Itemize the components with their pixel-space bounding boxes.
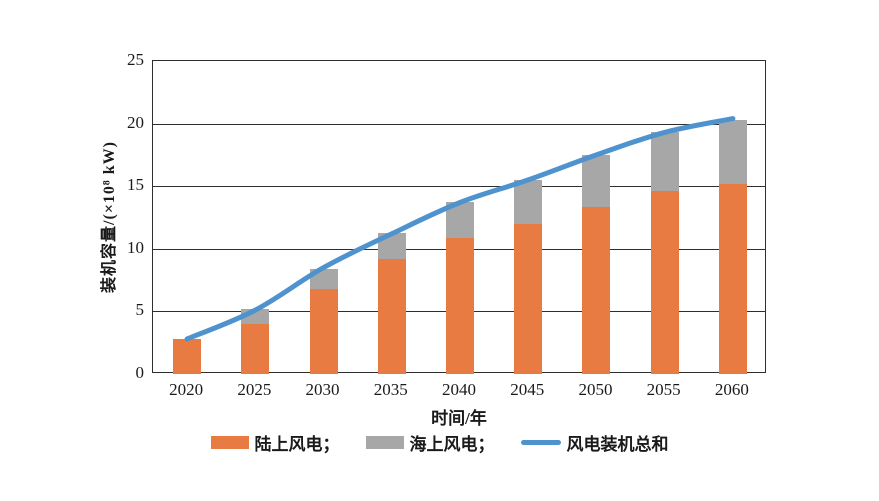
x-tick-label-2050: 2050 xyxy=(578,380,613,399)
bar-segment-offshore-2060 xyxy=(718,119,747,184)
legend-item-onshore: 陆上风电； xyxy=(210,430,340,455)
total-line-layer xyxy=(184,116,736,342)
bar-segment-onshore-2030 xyxy=(309,288,338,374)
x-tick-label-2020: 2020 xyxy=(169,380,204,399)
total-line-swatch-icon xyxy=(520,440,561,445)
bar-segment-onshore-2020 xyxy=(173,338,202,374)
x-tick-label-2045: 2045 xyxy=(510,380,545,399)
y-tick-label-0: 0 xyxy=(135,363,145,382)
y-axis-title: 装机容量/(×10⁸ kW) xyxy=(94,60,120,373)
bar-segment-onshore-2035 xyxy=(377,258,406,374)
legend-label-onshore: 陆上风电； xyxy=(254,435,340,454)
bar-segment-offshore-2045 xyxy=(514,179,543,224)
bar-segment-onshore-2055 xyxy=(650,191,679,374)
total-line xyxy=(184,116,736,342)
y-tick-label-15: 15 xyxy=(127,175,144,195)
y-axis-title-text: 装机容量/(×10⁸ kW) xyxy=(101,140,119,293)
x-axis-title: 时间/年 xyxy=(431,409,487,428)
bar-segment-onshore-2050 xyxy=(582,207,611,374)
bar-segment-onshore-2060 xyxy=(718,183,747,374)
x-tick-label-2035: 2035 xyxy=(373,380,408,399)
legend-item-offshore: 海上风电； xyxy=(365,430,495,455)
y-tick-label-25: 25 xyxy=(127,50,144,69)
gridline-15 xyxy=(153,186,765,188)
onshore-swatch-icon xyxy=(210,436,249,449)
bar-segment-offshore-2055 xyxy=(650,132,679,192)
bar-segment-onshore-2025 xyxy=(241,323,270,374)
gridline-20 xyxy=(153,123,765,125)
bar-segment-onshore-2040 xyxy=(446,237,474,374)
plot-area xyxy=(152,60,766,374)
x-tick-label-2055: 2055 xyxy=(646,380,681,399)
y-tick-label-5: 5 xyxy=(135,300,145,320)
legend-item-total: 风电装机总和 xyxy=(520,430,669,455)
y-tick-label-10: 10 xyxy=(127,237,144,257)
bar-segment-offshore-2050 xyxy=(582,154,611,208)
x-tick-label-2030: 2030 xyxy=(305,380,340,399)
legend-label-offshore: 海上风电； xyxy=(409,435,495,454)
legend: 陆上风电； 海上风电； 风电装机总和 xyxy=(0,430,879,455)
offshore-swatch-icon xyxy=(365,436,404,449)
bar-segment-onshore-2045 xyxy=(514,223,543,374)
x-tick-label-2060: 2060 xyxy=(714,380,749,399)
legend-label-total: 风电装机总和 xyxy=(566,435,669,454)
y-tick-label-20: 20 xyxy=(127,112,144,132)
x-tick-label-2025: 2025 xyxy=(237,380,272,399)
x-tick-label-2040: 2040 xyxy=(442,380,476,399)
